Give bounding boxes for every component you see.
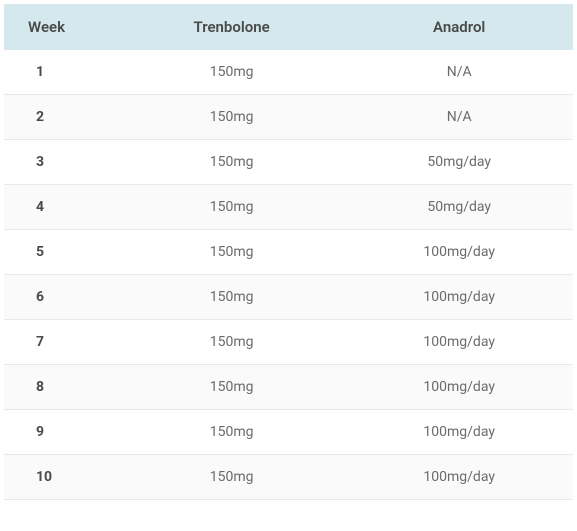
cell-week: 7 (4, 320, 118, 365)
cell-anadrol: 50mg/day (345, 185, 573, 230)
table-header-row: Week Trenbolone Anadrol (4, 4, 573, 50)
cell-trenbolone: 150mg (118, 410, 346, 455)
table-row: 4 150mg 50mg/day (4, 185, 573, 230)
dosage-table-container: Week Trenbolone Anadrol 1 150mg N/A 2 15… (4, 4, 573, 500)
cell-trenbolone: 150mg (118, 185, 346, 230)
cell-week: 6 (4, 275, 118, 320)
cell-trenbolone: 150mg (118, 95, 346, 140)
cell-trenbolone: 150mg (118, 140, 346, 185)
cell-anadrol: 50mg/day (345, 140, 573, 185)
table-row: 9 150mg 100mg/day (4, 410, 573, 455)
col-header-anadrol: Anadrol (345, 4, 573, 50)
cell-anadrol: 100mg/day (345, 320, 573, 365)
cell-week: 9 (4, 410, 118, 455)
cell-week: 8 (4, 365, 118, 410)
table-row: 1 150mg N/A (4, 50, 573, 95)
table-row: 10 150mg 100mg/day (4, 455, 573, 500)
cell-trenbolone: 150mg (118, 365, 346, 410)
cell-anadrol: 100mg/day (345, 455, 573, 500)
cell-week: 5 (4, 230, 118, 275)
cell-anadrol: 100mg/day (345, 275, 573, 320)
table-row: 8 150mg 100mg/day (4, 365, 573, 410)
dosage-table: Week Trenbolone Anadrol 1 150mg N/A 2 15… (4, 4, 573, 500)
table-row: 2 150mg N/A (4, 95, 573, 140)
cell-week: 3 (4, 140, 118, 185)
cell-trenbolone: 150mg (118, 275, 346, 320)
cell-anadrol: 100mg/day (345, 365, 573, 410)
table-row: 7 150mg 100mg/day (4, 320, 573, 365)
cell-trenbolone: 150mg (118, 320, 346, 365)
cell-anadrol: N/A (345, 95, 573, 140)
cell-trenbolone: 150mg (118, 455, 346, 500)
cell-trenbolone: 150mg (118, 50, 346, 95)
table-row: 5 150mg 100mg/day (4, 230, 573, 275)
cell-week: 10 (4, 455, 118, 500)
col-header-week: Week (4, 4, 118, 50)
cell-anadrol: N/A (345, 50, 573, 95)
cell-week: 2 (4, 95, 118, 140)
col-header-trenbolone: Trenbolone (118, 4, 346, 50)
cell-trenbolone: 150mg (118, 230, 346, 275)
table-row: 6 150mg 100mg/day (4, 275, 573, 320)
table-row: 3 150mg 50mg/day (4, 140, 573, 185)
cell-week: 1 (4, 50, 118, 95)
cell-anadrol: 100mg/day (345, 410, 573, 455)
cell-anadrol: 100mg/day (345, 230, 573, 275)
cell-week: 4 (4, 185, 118, 230)
